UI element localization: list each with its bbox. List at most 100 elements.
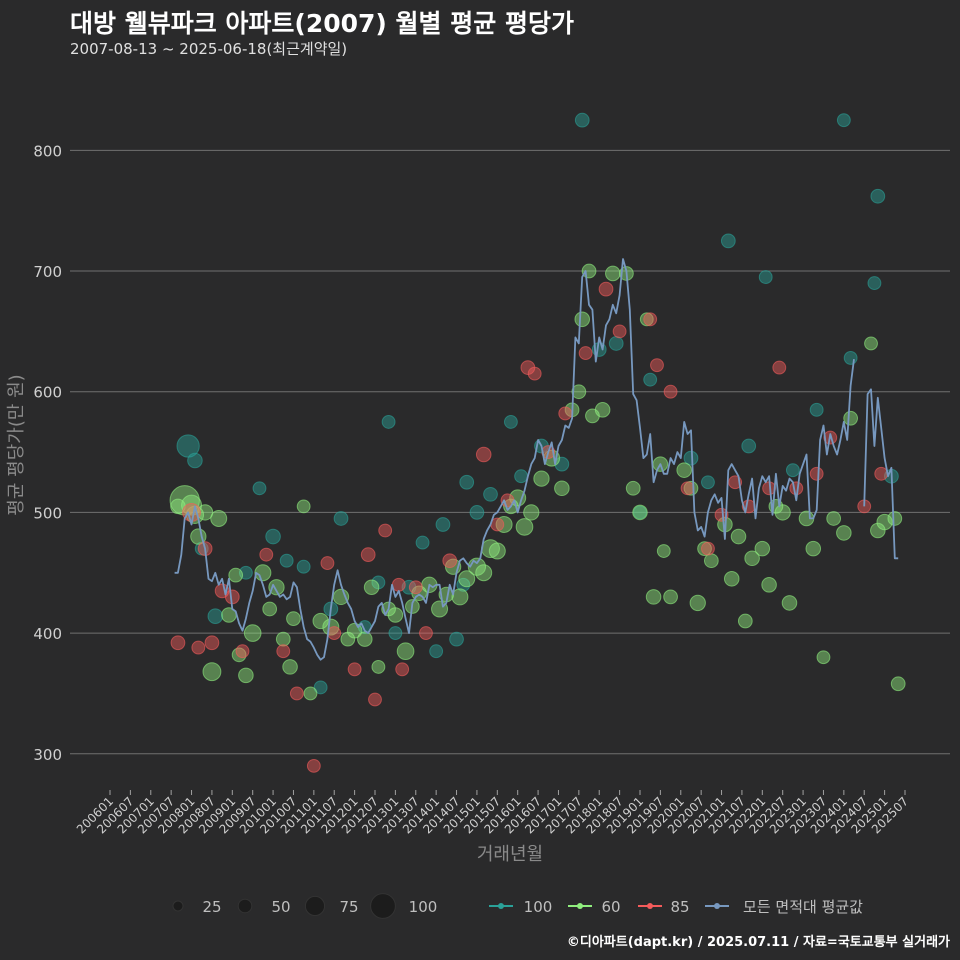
x-axis-label: 거래년월: [477, 844, 543, 865]
point-60: [826, 511, 842, 526]
series-legend-dot: [498, 903, 504, 909]
y-tick-label: 800: [33, 142, 62, 160]
point-60: [533, 470, 550, 487]
point-100: [469, 505, 485, 520]
point-60: [805, 540, 822, 557]
point-85: [391, 577, 406, 592]
point-85: [320, 556, 335, 571]
chart-title: 대방 웰뷰파크 아파트(2007) 월별 평균 평당가: [70, 9, 574, 38]
point-85: [578, 346, 593, 361]
point-85: [419, 626, 433, 641]
point-100: [809, 402, 824, 417]
series-legend-label: 60: [601, 898, 620, 916]
point-85: [408, 580, 423, 595]
point-100: [265, 528, 281, 545]
point-100: [843, 351, 858, 365]
point-60: [228, 567, 244, 583]
point-60: [887, 511, 903, 526]
point-85: [170, 635, 186, 651]
point-60: [754, 540, 771, 557]
chart-subtitle: 2007-08-13 ~ 2025-06-18(최근계약일): [70, 40, 348, 58]
point-100: [870, 188, 886, 204]
point-60: [303, 686, 318, 701]
point-85: [378, 523, 393, 538]
point-60: [632, 504, 648, 521]
point-60: [676, 462, 692, 478]
y-tick-label: 300: [33, 746, 62, 764]
point-60: [282, 659, 298, 675]
point-100: [701, 475, 715, 490]
point-100: [867, 276, 882, 291]
series-legend-label: 모든 면적대 평균값: [743, 898, 863, 916]
point-60: [581, 263, 597, 279]
point-85: [789, 481, 804, 496]
point-60: [523, 504, 540, 521]
point-100: [279, 553, 294, 568]
point-60: [594, 402, 611, 418]
point-60: [723, 571, 740, 587]
point-85: [276, 644, 291, 659]
point-60: [870, 522, 886, 539]
point-60: [243, 624, 262, 642]
point-60: [730, 528, 747, 545]
point-85: [680, 481, 695, 496]
point-60: [488, 542, 506, 560]
series-legend-label: 85: [670, 898, 689, 916]
point-100: [758, 270, 773, 284]
point-60: [371, 659, 386, 674]
point-85: [663, 384, 678, 399]
point-85: [643, 312, 658, 327]
point-85: [235, 644, 250, 659]
point-60: [744, 550, 760, 567]
point-60: [645, 589, 662, 605]
point-60: [396, 642, 415, 661]
point-85: [475, 446, 492, 463]
point-60: [774, 504, 791, 521]
y-tick-label: 600: [33, 384, 62, 402]
point-100: [207, 608, 224, 624]
point-60: [703, 553, 719, 569]
point-60: [816, 650, 831, 665]
point-100: [333, 511, 349, 526]
point-85: [442, 553, 458, 569]
point-60: [781, 595, 798, 611]
point-100: [683, 450, 699, 466]
point-60: [737, 613, 753, 629]
point-60: [275, 631, 291, 647]
point-60: [475, 564, 493, 582]
point-100: [388, 626, 403, 641]
point-100: [836, 113, 851, 128]
point-100: [574, 112, 590, 128]
point-60: [843, 410, 859, 426]
point-60: [202, 662, 222, 682]
point-100: [381, 414, 396, 429]
point-60: [864, 336, 878, 351]
size-legend-circle: [370, 893, 396, 919]
point-60: [836, 525, 852, 541]
point-85: [701, 541, 715, 556]
point-60: [890, 676, 906, 692]
point-60: [210, 509, 228, 527]
point-100: [187, 452, 203, 469]
scatter-points: [169, 112, 906, 773]
grid-lines: [70, 149, 950, 755]
point-60: [296, 499, 311, 514]
point-60: [656, 544, 671, 558]
point-85: [360, 547, 376, 563]
point-100: [785, 463, 800, 478]
point-100: [503, 414, 518, 429]
point-85: [191, 640, 206, 655]
point-60: [363, 579, 380, 596]
point-85: [368, 692, 382, 707]
series-legend-dot: [714, 903, 720, 909]
point-85: [874, 466, 889, 481]
source-caption: ©디아파트(dapt.kr) / 2025.07.11 / 자료=국토교통부 실…: [566, 935, 950, 950]
point-100: [435, 517, 451, 532]
point-100: [608, 336, 624, 351]
y-tick-label: 400: [33, 625, 62, 643]
point-60: [238, 667, 254, 684]
point-100: [483, 486, 498, 502]
point-100: [449, 631, 464, 647]
point-85: [306, 758, 321, 773]
point-60: [625, 480, 641, 496]
